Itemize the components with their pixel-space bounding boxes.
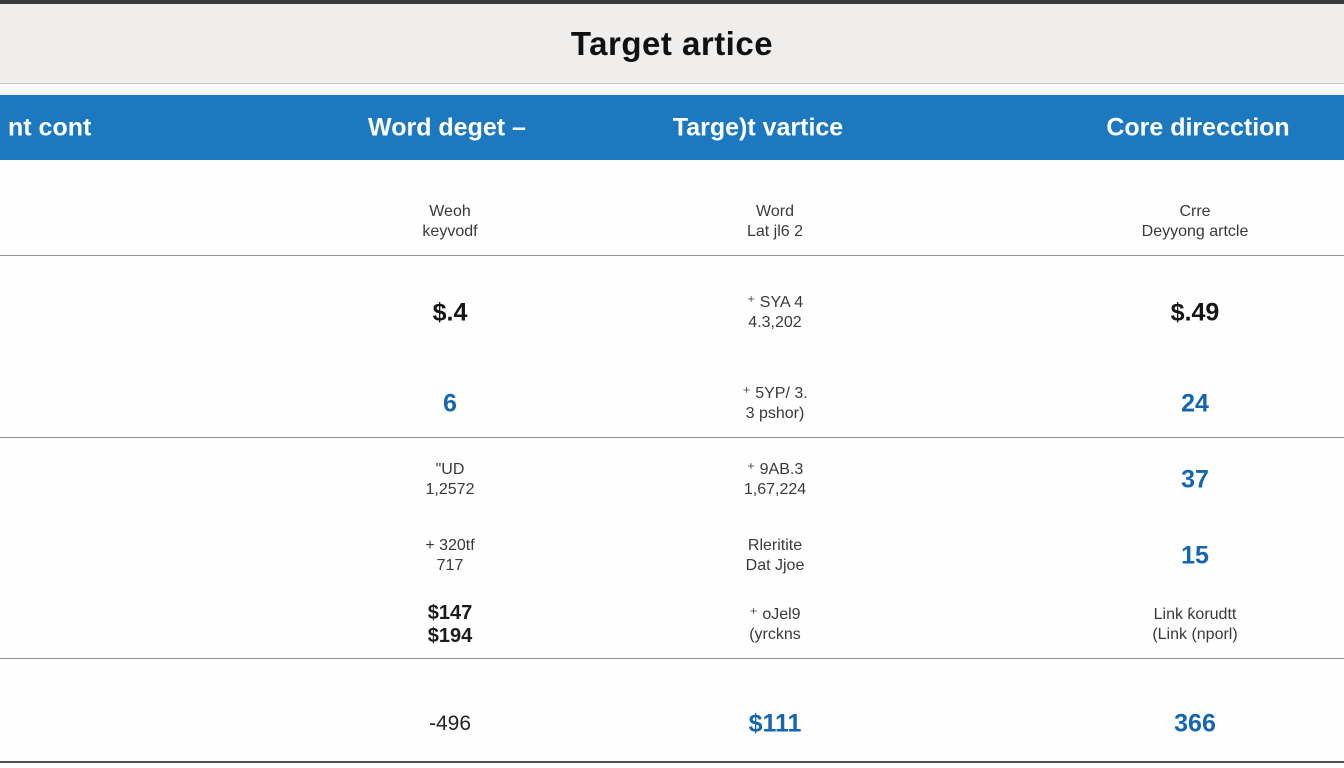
cell-line: ⁺ 5YP/ 3. xyxy=(742,385,808,402)
header-cell-core-direction[interactable]: Core direcction xyxy=(1106,113,1290,141)
cell-target-vartice[interactable]: Rleritite Dat Jjoe xyxy=(746,536,805,576)
cell-line: 37 xyxy=(1181,465,1209,493)
cell-word-deget[interactable]: $.4 xyxy=(432,298,468,327)
cell-line: 1,67,224 xyxy=(743,480,807,498)
table-row: -496 $111 366 xyxy=(0,659,1344,763)
page-title: Target artice xyxy=(570,24,774,62)
cell-target-vartice[interactable]: $111 xyxy=(748,709,802,738)
cell-line: Rleritite xyxy=(747,536,803,554)
cell-target-vartice[interactable]: ⁺ SYA 4 4.3,202 xyxy=(747,293,803,333)
cell-line: Dat Jjoe xyxy=(745,556,805,574)
cell-line: -496 xyxy=(428,712,472,735)
cell-line: (yrckns xyxy=(749,625,801,643)
cell-line: ⁺ SYA 4 xyxy=(746,294,804,311)
cell-line: Word xyxy=(756,203,794,220)
cell-line: + 320tf xyxy=(425,536,475,554)
cell-core-direction[interactable]: Crre Deyyong artcle xyxy=(1142,202,1249,242)
cell-line: Link ƙorudtt xyxy=(1153,605,1237,623)
cell-line: 3 pshor) xyxy=(745,405,805,422)
cell-line: 1,2572 xyxy=(425,480,475,498)
cell-line: "UD xyxy=(435,460,465,478)
header-cell-nt-cont[interactable]: nt cont xyxy=(8,113,92,141)
cell-word-deget[interactable]: $147 $194 xyxy=(428,602,473,648)
cell-line: ⁺ oJel9 xyxy=(749,605,801,623)
subrow: $147 $194 ⁺ oJel9 (yrckns Link ƙorudtt (… xyxy=(0,590,1344,659)
cell-core-direction[interactable]: $.49 xyxy=(1170,298,1220,327)
cell-target-vartice[interactable]: ⁺ 9AB.3 1,67,224 xyxy=(744,460,806,500)
top-border xyxy=(0,0,1344,4)
cell-line: 15 xyxy=(1181,541,1209,569)
cell-line: $111 xyxy=(748,709,802,738)
cell-target-vartice[interactable]: ⁺ 5YP/ 3. 3 pshor) xyxy=(742,384,807,424)
cell-line: $.49 xyxy=(1170,298,1220,327)
cell-word-deget[interactable]: + 320tf 717 xyxy=(425,536,474,576)
cell-word-deget[interactable]: -496 xyxy=(429,712,471,736)
cell-core-direction[interactable]: Link ƙorudtt (Link (nporl) xyxy=(1152,605,1237,645)
table-row: $.4 ⁺ SYA 4 4.3,202 $.49 6 ⁺ 5YP/ 3. 3 p… xyxy=(0,256,1344,438)
cell-line: Crre xyxy=(1179,203,1211,220)
subrow: 6 ⁺ 5YP/ 3. 3 pshor) 24 xyxy=(0,370,1344,438)
cell-line: (Link (nporl) xyxy=(1152,625,1238,643)
cell-line: 4.3,202 xyxy=(748,314,802,331)
cell-word-deget[interactable]: Weoh keyvodf xyxy=(422,202,477,242)
cell-line: Deyyong artcle xyxy=(1141,223,1249,240)
cell-word-deget[interactable]: 6 xyxy=(443,389,457,418)
table-body: Weoh keyvodf Word Lat jl6 2 Crre Deyyong… xyxy=(0,160,1344,763)
cell-word-deget[interactable]: "UD 1,2572 xyxy=(426,460,475,500)
cell-line: Lat jl6 2 xyxy=(746,223,804,240)
cell-line: keyvodf xyxy=(422,223,478,240)
subrow: "UD 1,2572 ⁺ 9AB.3 1,67,224 37 xyxy=(0,438,1344,521)
cell-core-direction[interactable]: 24 xyxy=(1181,389,1209,418)
subrow: + 320tf 717 Rleritite Dat Jjoe 15 xyxy=(0,521,1344,590)
cell-target-vartice[interactable]: Word Lat jl6 2 xyxy=(747,202,803,242)
cell-core-direction[interactable]: 366 xyxy=(1174,709,1216,738)
table-row: "UD 1,2572 ⁺ 9AB.3 1,67,224 37 + 320tf 7… xyxy=(0,438,1344,659)
cell-line: $.4 xyxy=(432,298,468,327)
cell-line: $194 xyxy=(427,624,473,647)
subrow: $.4 ⁺ SYA 4 4.3,202 $.49 xyxy=(0,256,1344,370)
title-band: Target artice xyxy=(0,4,1344,84)
cell-line: 6 xyxy=(443,389,457,418)
subrow: -496 $111 366 xyxy=(0,659,1344,761)
header-cell-word-deget[interactable]: Word deget – xyxy=(368,113,526,141)
subrow: Weoh keyvodf Word Lat jl6 2 Crre Deyyong… xyxy=(0,160,1344,256)
table-row: Weoh keyvodf Word Lat jl6 2 Crre Deyyong… xyxy=(0,160,1344,256)
cell-core-direction[interactable]: 37 xyxy=(1181,466,1209,493)
cell-line: ⁺ 9AB.3 xyxy=(746,460,804,478)
table-header-row: nt cont Word deget – Targe)t vartice Cor… xyxy=(0,95,1344,160)
cell-line: Weoh xyxy=(429,203,471,220)
cell-core-direction[interactable]: 15 xyxy=(1181,542,1209,569)
cell-line: $147 xyxy=(427,601,473,624)
title-gap xyxy=(0,84,1344,95)
cell-line: 717 xyxy=(436,556,464,574)
cell-line: 366 xyxy=(1174,709,1216,738)
cell-line: 24 xyxy=(1181,389,1209,418)
header-cell-target-vartice[interactable]: Targe)t vartice xyxy=(672,113,844,141)
cell-target-vartice[interactable]: ⁺ oJel9 (yrckns xyxy=(749,605,801,645)
